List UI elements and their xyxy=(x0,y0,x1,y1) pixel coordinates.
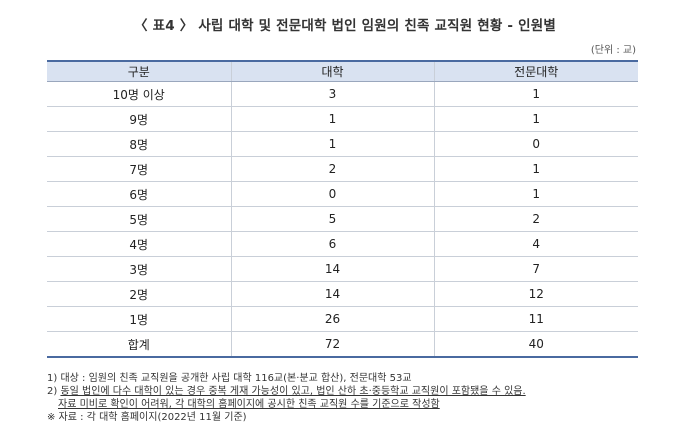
table-row: 2명 14 12 xyxy=(47,281,638,307)
university-count: 2 xyxy=(230,156,434,182)
table-row: 3명 14 7 xyxy=(47,256,638,282)
university-count: 0 xyxy=(230,181,434,207)
college-count: 4 xyxy=(433,231,638,257)
table-row: 8명 1 0 xyxy=(47,131,638,157)
university-count: 5 xyxy=(230,206,434,232)
table-row: 1명 26 11 xyxy=(47,306,638,332)
header-category: 구분 xyxy=(47,60,231,82)
university-count: 1 xyxy=(230,106,434,132)
college-count: 7 xyxy=(433,256,638,282)
footnote-2-number: 2) xyxy=(47,386,61,397)
row-label: 7명 xyxy=(47,156,231,182)
source-note: ※ 자료 : 각 대학 홈페이지(2022년 11월 기준) xyxy=(47,412,247,423)
college-count: 1 xyxy=(433,156,638,182)
college-count: 1 xyxy=(433,81,638,107)
college-count: 2 xyxy=(433,206,638,232)
table-row: 9명 1 1 xyxy=(47,106,638,132)
row-label: 5명 xyxy=(47,206,231,232)
university-count: 14 xyxy=(230,281,434,307)
college-count: 11 xyxy=(433,306,638,332)
footnote-2-text: 동일 법인에 다수 대학이 있는 경우 중복 게재 가능성이 있고, 법인 산하… xyxy=(60,386,526,397)
university-count: 3 xyxy=(230,81,434,107)
table-row: 10명 이상 3 1 xyxy=(47,81,638,107)
footnotes: 1) 대상 : 임원의 친족 교직원을 공개한 사립 대학 116교(본·분교 … xyxy=(47,372,647,424)
header-row: 구분 대학 전문대학 xyxy=(47,60,638,82)
unit-label: (단위 : 교) xyxy=(590,45,636,56)
row-label: 2명 xyxy=(47,281,231,307)
table-row: 5명 5 2 xyxy=(47,206,638,232)
table-row: 7명 2 1 xyxy=(47,156,638,182)
footnote-2-continuation: 자료 미비로 확인이 어려워, 각 대학의 홈페이지에 공시한 친족 교직원 수… xyxy=(47,398,647,411)
college-count: 0 xyxy=(433,131,638,157)
row-label: 4명 xyxy=(47,231,231,257)
table-row: 4명 6 4 xyxy=(47,231,638,257)
staff-table: 구분 대학 전문대학 10명 이상 3 1 9명 1 1 8명 1 0 7명 2… xyxy=(47,60,638,358)
row-label: 1명 xyxy=(47,306,231,332)
row-label: 합계 xyxy=(47,331,231,358)
table-row: 6명 0 1 xyxy=(47,181,638,207)
header-college: 전문대학 xyxy=(433,60,638,82)
footnote-2-text-2: 자료 미비로 확인이 어려워, 각 대학의 홈페이지에 공시한 친족 교직원 수… xyxy=(58,399,440,410)
university-count: 72 xyxy=(230,331,434,358)
header-university: 대학 xyxy=(230,60,434,82)
footnote-1: 1) 대상 : 임원의 친족 교직원을 공개한 사립 대학 116교(본·분교 … xyxy=(47,373,412,384)
total-row: 합계 72 40 xyxy=(47,331,638,358)
university-count: 1 xyxy=(230,131,434,157)
row-label: 9명 xyxy=(47,106,231,132)
university-count: 26 xyxy=(230,306,434,332)
row-label: 6명 xyxy=(47,181,231,207)
college-count: 1 xyxy=(433,106,638,132)
university-count: 6 xyxy=(230,231,434,257)
college-count: 40 xyxy=(433,331,638,358)
college-count: 1 xyxy=(433,181,638,207)
row-label: 10명 이상 xyxy=(47,81,231,107)
footnote-2: 2) 동일 법인에 다수 대학이 있는 경우 중복 게재 가능성이 있고, 법인… xyxy=(47,385,647,398)
table-title: 〈 표4 〉 사립 대학 및 전문대학 법인 임원의 친족 교직원 현황 - 인… xyxy=(134,18,556,34)
college-count: 12 xyxy=(433,281,638,307)
university-count: 14 xyxy=(230,256,434,282)
row-label: 3명 xyxy=(47,256,231,282)
row-label: 8명 xyxy=(47,131,231,157)
